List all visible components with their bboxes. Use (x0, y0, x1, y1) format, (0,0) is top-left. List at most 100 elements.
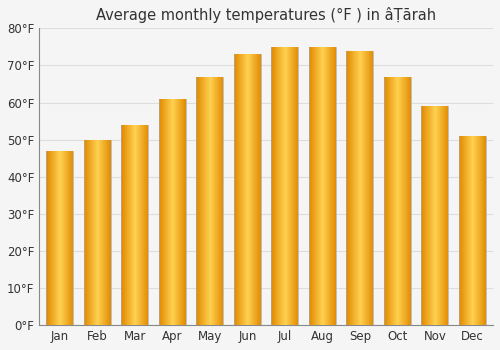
Bar (285, 47, 286, 325)
Bar (410, 77, 411, 325)
Bar (310, 47, 311, 325)
Bar (52, 151, 53, 325)
Bar (55, 151, 56, 325)
Bar (358, 50, 359, 325)
Bar (169, 99, 170, 325)
Bar (196, 77, 197, 325)
Bar (480, 136, 481, 325)
Bar (126, 125, 128, 325)
Bar (143, 125, 144, 325)
Bar (205, 77, 206, 325)
Bar (324, 47, 325, 325)
Bar (274, 47, 276, 325)
Bar (297, 47, 298, 325)
Bar (50, 151, 51, 325)
Bar (216, 77, 218, 325)
Bar (400, 77, 401, 325)
Bar (404, 77, 405, 325)
Bar (237, 54, 238, 325)
Bar (350, 50, 351, 325)
Bar (56, 151, 57, 325)
Bar (48, 151, 49, 325)
Bar (364, 50, 366, 325)
Bar (211, 77, 212, 325)
Bar (467, 136, 468, 325)
Bar (472, 136, 473, 325)
Bar (87, 140, 88, 325)
Bar (329, 47, 330, 325)
Bar (133, 125, 134, 325)
Bar (478, 136, 479, 325)
Bar (94, 140, 96, 325)
Bar (276, 47, 277, 325)
Bar (67, 151, 68, 325)
Bar (252, 54, 253, 325)
Bar (422, 106, 423, 325)
Bar (461, 136, 462, 325)
Bar (315, 47, 316, 325)
Bar (460, 136, 461, 325)
Bar (108, 140, 109, 325)
Bar (282, 47, 283, 325)
Bar (386, 77, 388, 325)
Bar (406, 77, 407, 325)
Bar (255, 54, 256, 325)
Bar (312, 47, 313, 325)
Bar (246, 54, 248, 325)
Bar (236, 54, 237, 325)
Bar (348, 50, 349, 325)
Bar (351, 50, 352, 325)
Bar (295, 47, 296, 325)
Bar (288, 47, 289, 325)
Bar (197, 77, 198, 325)
Bar (390, 77, 392, 325)
Bar (92, 140, 94, 325)
Bar (220, 77, 222, 325)
Bar (129, 125, 130, 325)
Bar (316, 47, 317, 325)
Bar (132, 125, 133, 325)
Bar (442, 106, 443, 325)
Bar (242, 54, 244, 325)
Bar (293, 47, 294, 325)
Bar (170, 99, 171, 325)
Bar (398, 77, 399, 325)
Bar (347, 50, 348, 325)
Bar (438, 106, 439, 325)
Bar (203, 77, 204, 325)
Bar (436, 106, 437, 325)
Bar (405, 77, 406, 325)
Bar (145, 125, 146, 325)
Bar (314, 47, 315, 325)
Bar (258, 54, 259, 325)
Bar (146, 125, 147, 325)
Bar (294, 47, 295, 325)
Bar (89, 140, 90, 325)
Bar (429, 106, 430, 325)
Bar (58, 151, 59, 325)
Bar (468, 136, 469, 325)
Bar (260, 54, 261, 325)
Bar (335, 47, 336, 325)
Bar (253, 54, 254, 325)
Bar (431, 106, 432, 325)
Bar (175, 99, 176, 325)
Bar (317, 47, 318, 325)
Bar (166, 99, 167, 325)
Bar (437, 106, 438, 325)
Bar (98, 140, 100, 325)
Bar (204, 77, 205, 325)
Bar (53, 151, 54, 325)
Bar (235, 54, 236, 325)
Bar (182, 99, 183, 325)
Bar (122, 125, 124, 325)
Bar (177, 99, 178, 325)
Bar (388, 77, 390, 325)
Bar (238, 54, 240, 325)
Bar (107, 140, 108, 325)
Bar (318, 47, 319, 325)
Bar (366, 50, 368, 325)
Bar (137, 125, 138, 325)
Bar (210, 77, 211, 325)
Bar (135, 125, 136, 325)
